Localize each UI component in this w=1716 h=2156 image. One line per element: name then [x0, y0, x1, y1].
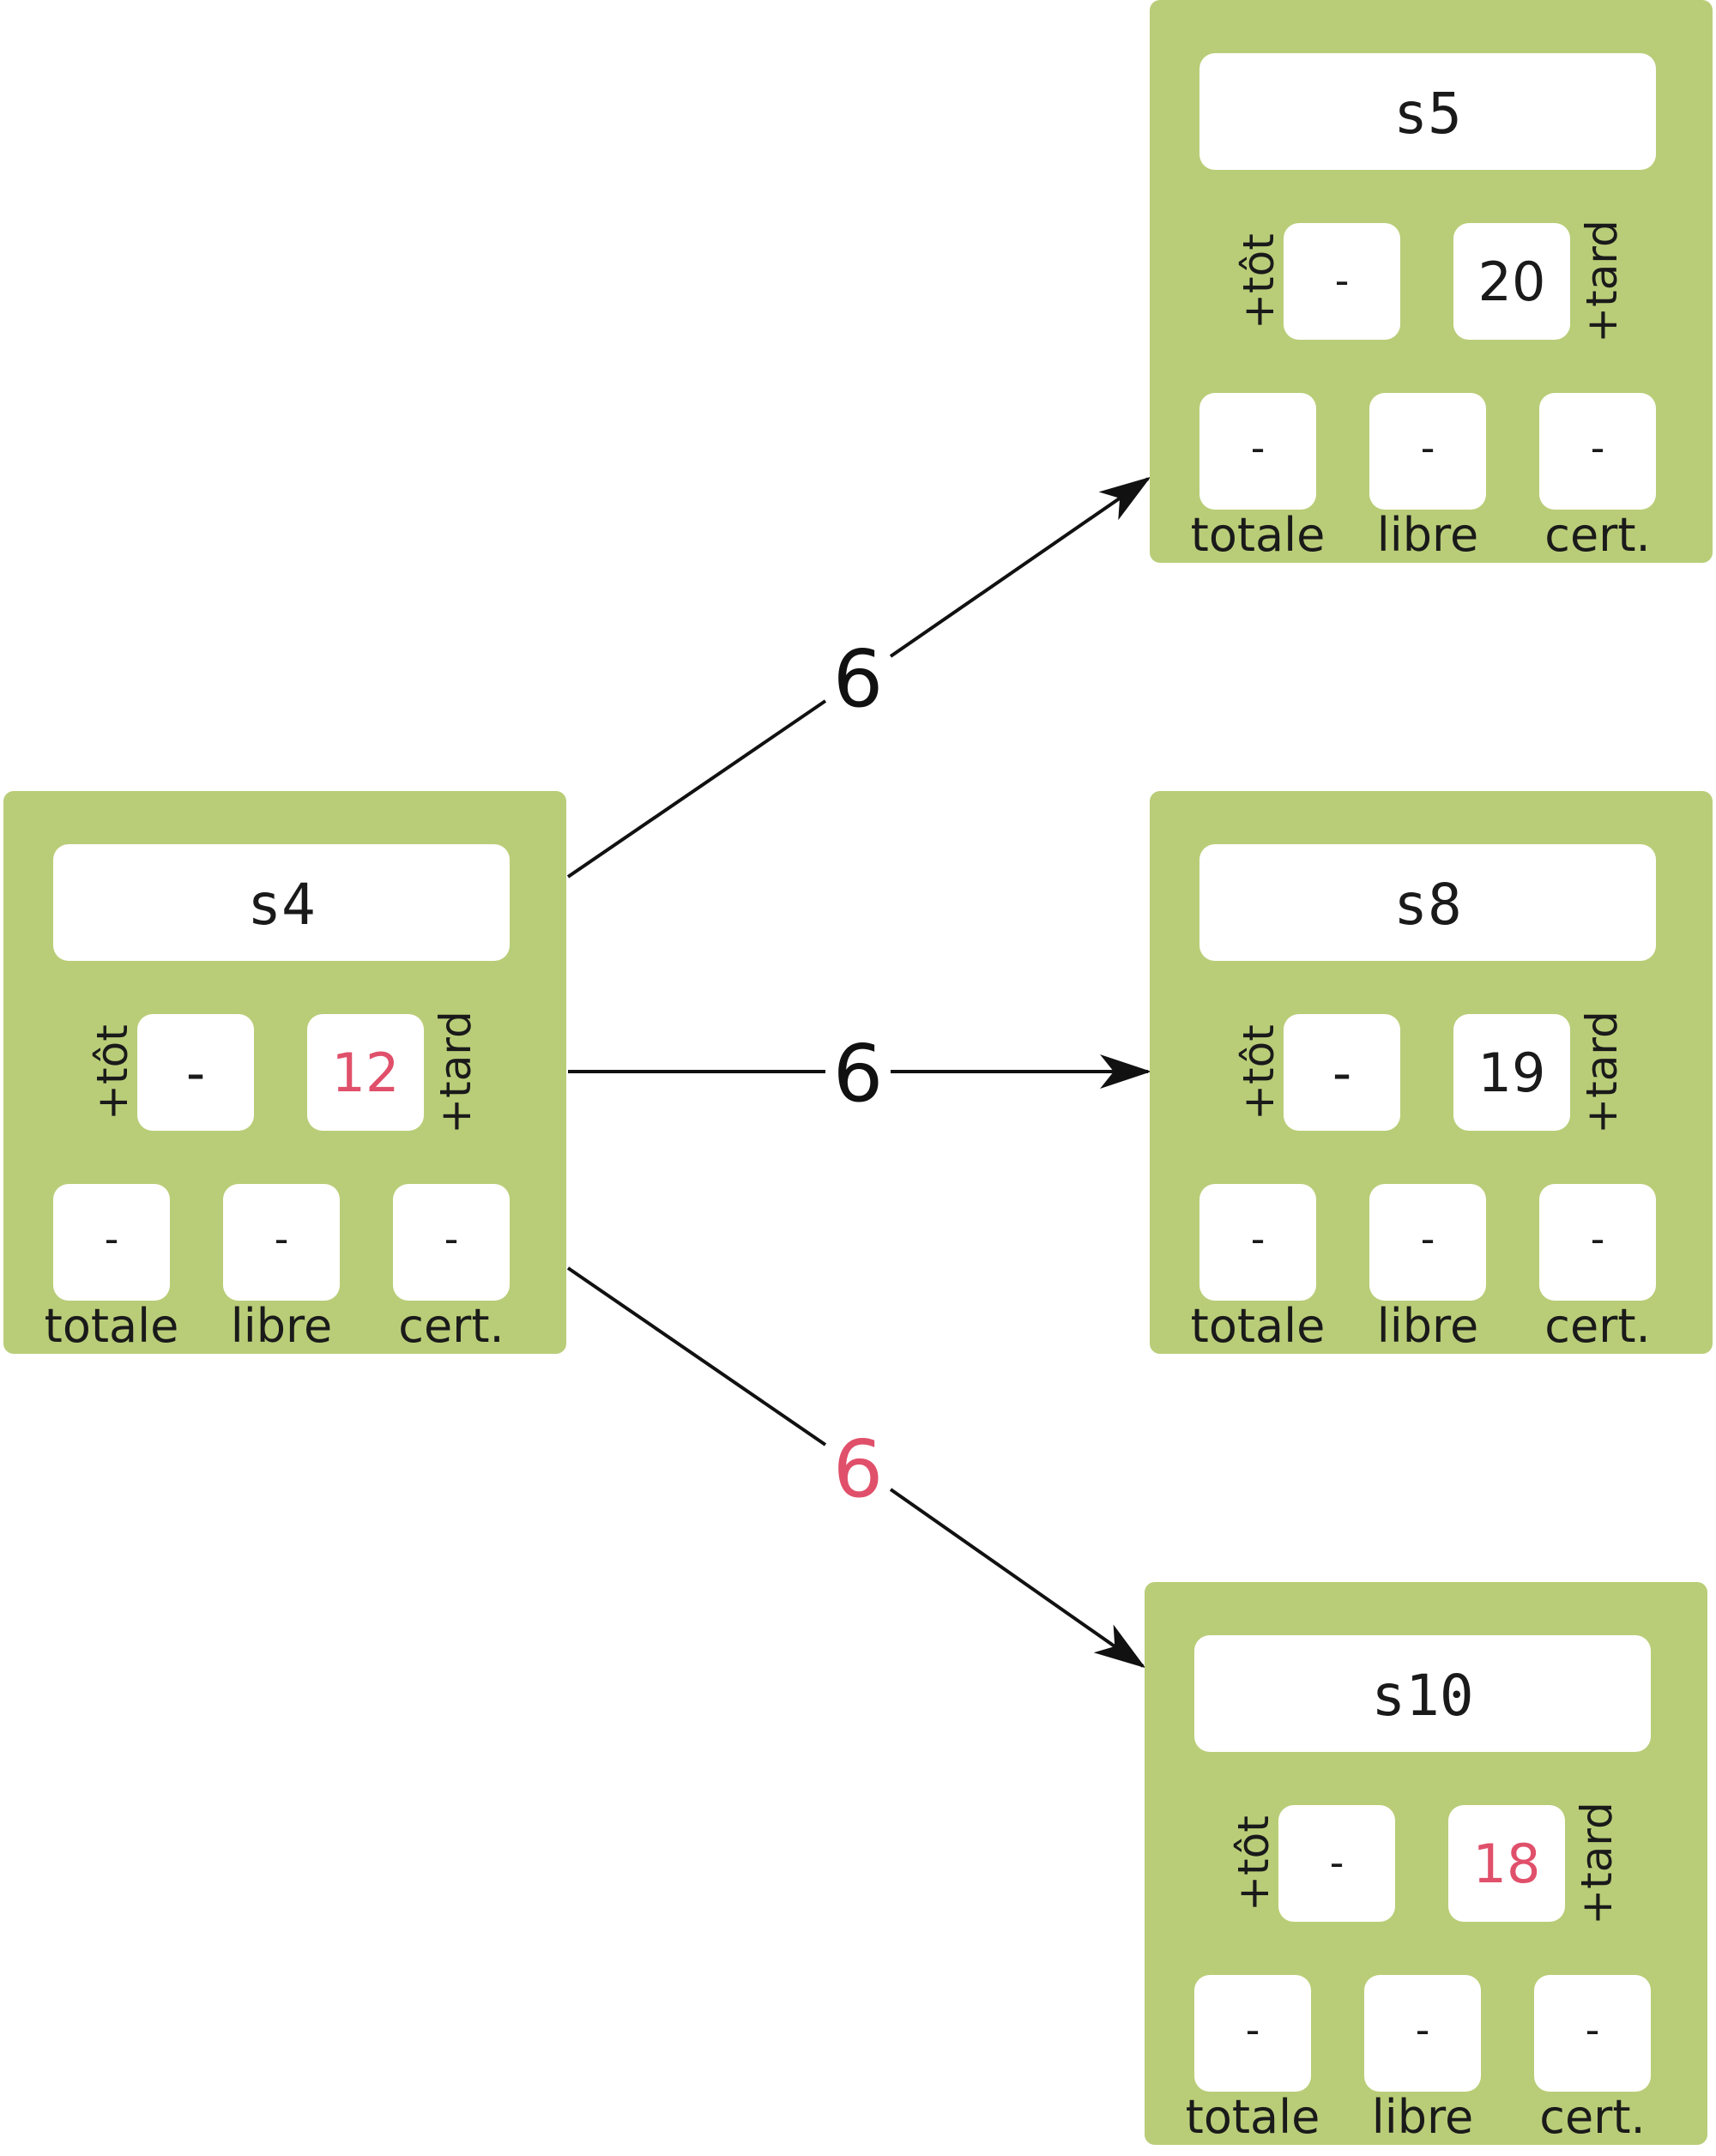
earliest-value: - [1332, 1042, 1351, 1104]
slack-free-box [223, 1184, 340, 1301]
slack-certain-value: - [1591, 1216, 1605, 1262]
latest-label: +tard [1577, 220, 1627, 343]
task-node-s10: s10 - 18 +tôt +tard - - - totale libre c… [1145, 1582, 1707, 2145]
latest-value: 12 [332, 1042, 400, 1104]
edge-s4-s5: 6 [566, 476, 1151, 879]
latest-box [1453, 1014, 1570, 1131]
slack-free-value: - [1421, 1216, 1435, 1262]
task-node-s4: s4 - 12 +tôt +tard - - - totale libre ce… [3, 791, 566, 1354]
slack-certain-label: cert. [1544, 1299, 1650, 1353]
slack-free-box [1369, 393, 1486, 510]
earliest-value: - [1330, 1839, 1344, 1886]
slack-free-label: libre [1377, 1299, 1479, 1353]
slack-total-box [53, 1184, 170, 1301]
node-title: s8 [1393, 872, 1461, 938]
slack-free-value: - [275, 1216, 289, 1262]
node-title: s5 [1393, 81, 1461, 147]
title-box [1194, 1635, 1651, 1752]
earliest-box [1278, 1805, 1395, 1922]
latest-box [307, 1014, 424, 1131]
latest-value: 18 [1473, 1833, 1541, 1895]
latest-box [1453, 223, 1570, 340]
slack-certain-value: - [1591, 425, 1605, 471]
slack-certain-box [1534, 1975, 1651, 2092]
slack-total-value: - [1246, 2007, 1260, 2053]
earliest-label: +tôt [1229, 1815, 1278, 1911]
slack-total-label: totale [45, 1299, 179, 1353]
slack-total-label: totale [1191, 1299, 1326, 1353]
edge-line [566, 1266, 827, 1446]
slack-certain-value: - [1586, 2007, 1600, 2053]
earliest-label: +tôt [1234, 233, 1284, 329]
slack-certain-label: cert. [398, 1299, 504, 1353]
slack-total-label: totale [1191, 508, 1326, 562]
edge-label-critical: 6 [833, 1423, 884, 1515]
node-title: s10 [1371, 1663, 1473, 1729]
slack-total-label: totale [1186, 2090, 1320, 2144]
slack-free-box [1364, 1975, 1481, 2092]
slack-free-box [1369, 1184, 1486, 1301]
edge-line [889, 476, 1151, 658]
slack-free-label: libre [1372, 2090, 1474, 2144]
slack-certain-box [1539, 1184, 1656, 1301]
latest-label: +tard [431, 1011, 480, 1134]
title-box [53, 844, 510, 961]
slack-total-box [1199, 393, 1316, 510]
slack-total-box [1199, 1184, 1316, 1301]
slack-free-label: libre [1377, 508, 1479, 562]
slack-free-value: - [1416, 2007, 1430, 2053]
slack-certain-box [393, 1184, 510, 1301]
slack-certain-value: - [444, 1216, 459, 1262]
task-node-s5: s5 - 20 +tôt +tard - - - totale libre ce… [1150, 0, 1713, 563]
latest-label: +tard [1577, 1011, 1627, 1134]
earliest-box [137, 1014, 254, 1131]
edge-label: 6 [833, 633, 884, 725]
slack-certain-box [1539, 393, 1656, 510]
latest-label: +tard [1572, 1802, 1622, 1925]
latest-value: 20 [1478, 251, 1546, 313]
slack-certain-label: cert. [1544, 508, 1650, 562]
slack-total-box [1194, 1975, 1311, 2092]
edge-line [889, 1488, 1146, 1669]
earliest-label: +tôt [88, 1024, 137, 1120]
slack-free-value: - [1421, 425, 1435, 471]
earliest-box [1284, 1014, 1400, 1131]
edge-label: 6 [833, 1028, 884, 1120]
slack-total-value: - [1251, 1216, 1266, 1262]
latest-box [1448, 1805, 1565, 1922]
earliest-value: - [1335, 257, 1350, 304]
task-node-s8: s8 - 19 +tôt +tard - - - totale libre ce… [1150, 791, 1713, 1354]
slack-free-label: libre [231, 1299, 333, 1353]
slack-certain-label: cert. [1539, 2090, 1645, 2144]
slack-total-value: - [1251, 425, 1266, 471]
node-title: s4 [247, 872, 315, 938]
earliest-box [1284, 223, 1400, 340]
title-box [1199, 844, 1656, 961]
slack-total-value: - [105, 1216, 119, 1262]
edge-line [566, 699, 827, 879]
edge-s4-s10: 6 [566, 1266, 1146, 1669]
earliest-label: +tôt [1234, 1024, 1284, 1120]
latest-value: 19 [1478, 1042, 1546, 1104]
title-box [1199, 53, 1656, 170]
earliest-value: - [186, 1042, 205, 1104]
edge-s4-s8: 6 [568, 1028, 1151, 1120]
